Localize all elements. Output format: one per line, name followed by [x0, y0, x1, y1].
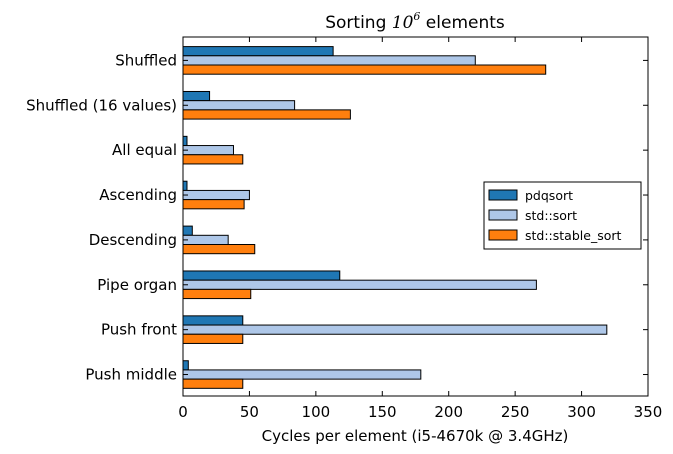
bar-std-stable-sort-2 [182, 154, 244, 165]
category-label: Push front [101, 321, 177, 339]
bar-std-stable-sort-0 [182, 64, 547, 75]
category-label: Push middle [85, 366, 177, 384]
x-axis-label: Cycles per element (i5-4670k @ 3.4GHz) [262, 427, 569, 445]
category-label: All equal [112, 141, 177, 159]
bar-pdqsort-5 [182, 270, 341, 281]
x-tick-label: 350 [634, 403, 663, 421]
bar-std-stable-sort-6 [182, 333, 244, 344]
bars-layer [182, 46, 608, 389]
bar-pdqsort-6 [182, 315, 244, 326]
x-tick-label: 100 [302, 403, 331, 421]
x-tick-label: 50 [240, 403, 259, 421]
x-tick-label: 0 [178, 403, 188, 421]
legend-label: std::stable_sort [525, 228, 621, 243]
x-tick-label: 200 [434, 403, 463, 421]
x-tick-label: 300 [567, 403, 596, 421]
x-axis: 0 50 100 150 200 250 300 350 [178, 37, 662, 421]
category-label: Shuffled [115, 51, 177, 69]
legend-swatch [488, 189, 518, 201]
category-label: Ascending [99, 186, 177, 204]
category-label: Descending [89, 231, 177, 249]
bar-std-sort-0 [182, 55, 476, 66]
bar-std-sort-3 [182, 189, 250, 201]
bar-std-sort-7 [182, 369, 422, 380]
bar-pdqsort-4 [182, 225, 193, 236]
bar-std-stable-sort-1 [182, 109, 351, 120]
bar-std-sort-4 [182, 234, 229, 246]
x-tick-label: 150 [368, 403, 397, 421]
category-label: Pipe organ [97, 276, 177, 294]
category-label: Shuffled (16 values) [26, 96, 177, 114]
bar-std-stable-sort-7 [182, 378, 244, 389]
bar-std-stable-sort-3 [182, 199, 245, 210]
bar-pdqsort-0 [182, 46, 334, 57]
legend-swatch [488, 209, 518, 221]
chart-title: Sorting 106 elements [325, 10, 505, 33]
bar-std-sort-2 [182, 145, 234, 156]
bar-pdqsort-3 [182, 180, 188, 191]
legend-label: pdqsort [525, 188, 573, 203]
bar-std-sort-1 [182, 100, 296, 111]
bar-pdqsort-2 [182, 135, 188, 147]
bar-std-stable-sort-5 [182, 288, 252, 300]
bar-pdqsort-1 [182, 90, 211, 102]
y-axis: Shuffled Shuffled (16 values) All equal Asc… [26, 51, 648, 384]
bar-std-sort-6 [182, 324, 608, 335]
bar-std-sort-5 [182, 279, 537, 290]
plot-frame [182, 36, 649, 397]
x-tick-label: 250 [501, 403, 530, 421]
legend-label: std::sort [525, 208, 577, 223]
bar-pdqsort-7 [182, 360, 189, 371]
bar-std-stable-sort-4 [182, 244, 256, 255]
legend-swatch [488, 229, 518, 241]
